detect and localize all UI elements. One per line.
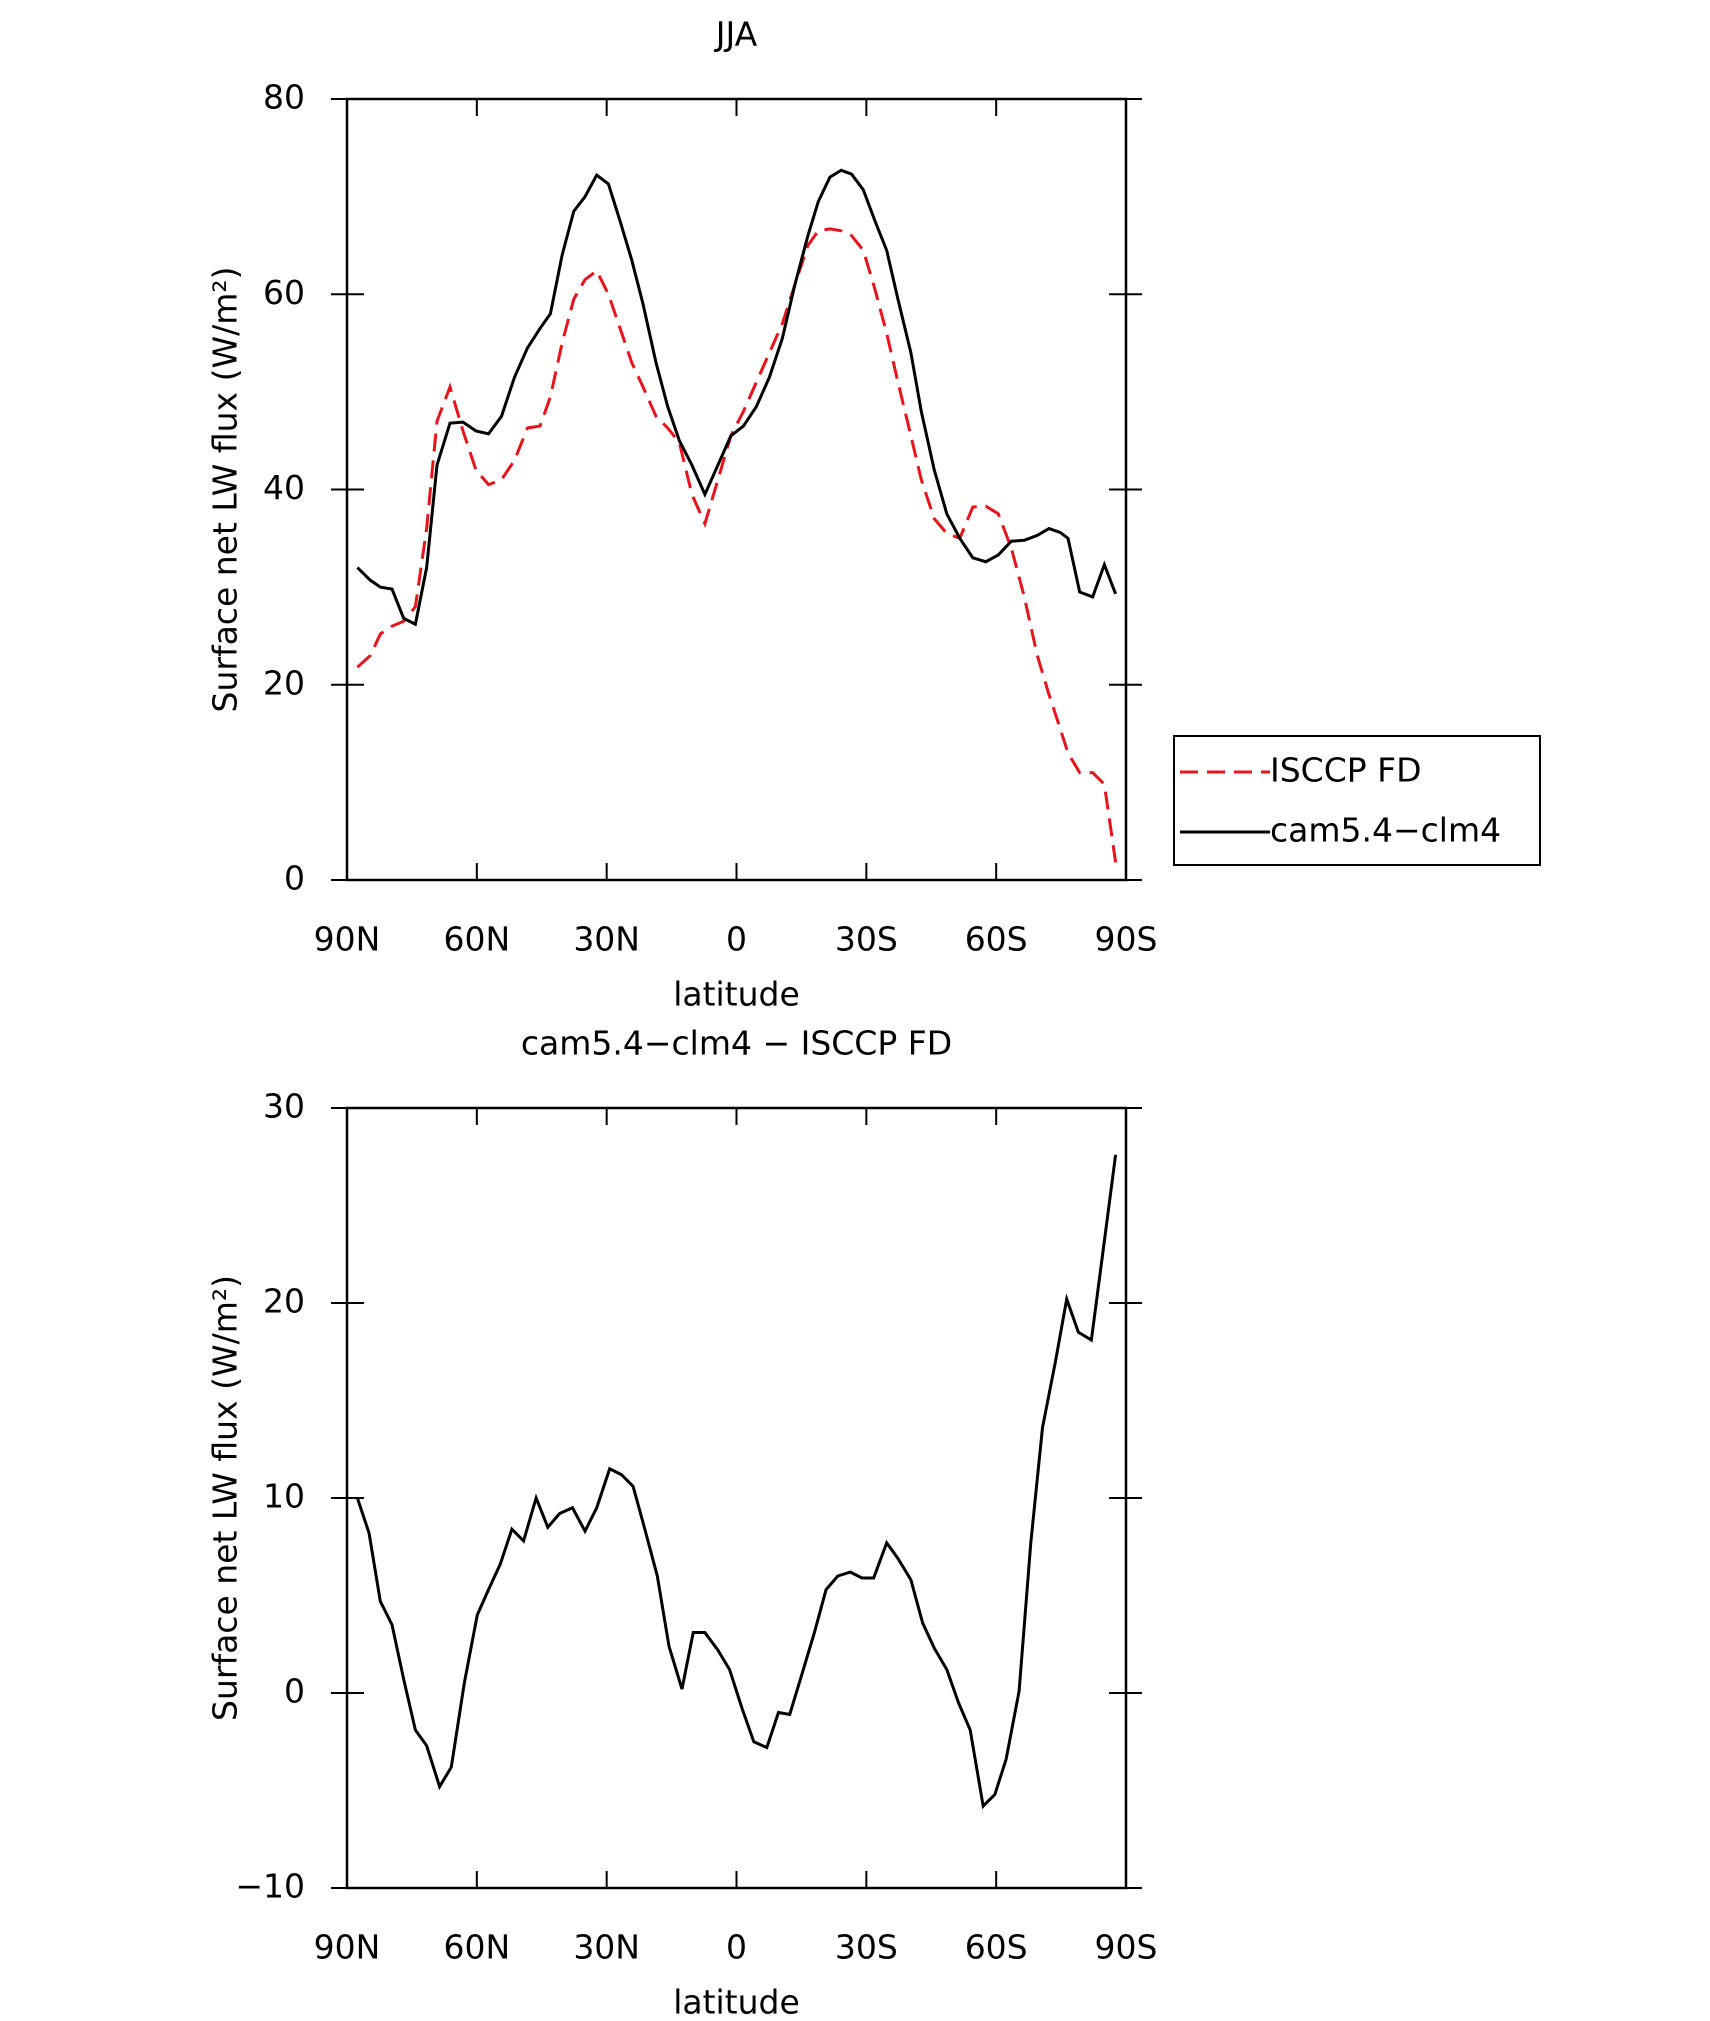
y-tick-label: 60 bbox=[263, 273, 305, 312]
x-tick-label: 90N bbox=[314, 1928, 381, 1967]
data-line bbox=[356, 227, 1118, 863]
x-tick-label: 60N bbox=[443, 920, 510, 959]
y-tick-label: 20 bbox=[263, 1282, 305, 1321]
x-axis-label: latitude bbox=[673, 1983, 800, 2021]
x-tick-label: 30N bbox=[573, 1928, 640, 1967]
y-tick-label: 30 bbox=[263, 1087, 305, 1126]
legend-label: cam5.4−clm4 bbox=[1270, 811, 1501, 850]
y-tick-label: 10 bbox=[263, 1477, 305, 1516]
y-tick-label: 0 bbox=[284, 1672, 305, 1711]
x-tick-label: 30N bbox=[573, 920, 640, 959]
plot-frame bbox=[345, 97, 1128, 882]
x-tick-label: 90S bbox=[1095, 920, 1158, 959]
chart-title: cam5.4−clm4 − ISCCP FD bbox=[521, 1024, 952, 1063]
legend-label: ISCCP FD bbox=[1270, 751, 1422, 790]
y-tick-label: 0 bbox=[284, 859, 305, 898]
y-tick-label: 80 bbox=[263, 78, 305, 117]
plot-frame bbox=[345, 1106, 1128, 1890]
x-tick-label: 0 bbox=[726, 1928, 747, 1967]
x-axis-label: latitude bbox=[673, 975, 800, 1014]
data-line bbox=[355, 1154, 1118, 1810]
y-tick-label: 40 bbox=[263, 468, 305, 507]
x-tick-label: 60S bbox=[965, 920, 1028, 959]
x-tick-label: 0 bbox=[726, 920, 747, 959]
x-tick-label: 30S bbox=[835, 920, 898, 959]
x-tick-label: 60N bbox=[443, 1928, 510, 1967]
y-axis-label: Surface net LW flux (W/m²) bbox=[206, 267, 245, 713]
x-tick-label: 30S bbox=[835, 1928, 898, 1967]
x-tick-label: 90N bbox=[314, 920, 381, 959]
chart-title: JJA bbox=[714, 15, 758, 54]
y-tick-label: −10 bbox=[235, 1867, 305, 1906]
data-line bbox=[356, 168, 1118, 627]
y-axis-label: Surface net LW flux (W/m²) bbox=[206, 1275, 245, 1721]
legend-box bbox=[1173, 735, 1541, 866]
x-tick-label: 90S bbox=[1095, 1928, 1158, 1967]
y-tick-label: 20 bbox=[263, 663, 305, 702]
x-tick-label: 60S bbox=[965, 1928, 1028, 1967]
